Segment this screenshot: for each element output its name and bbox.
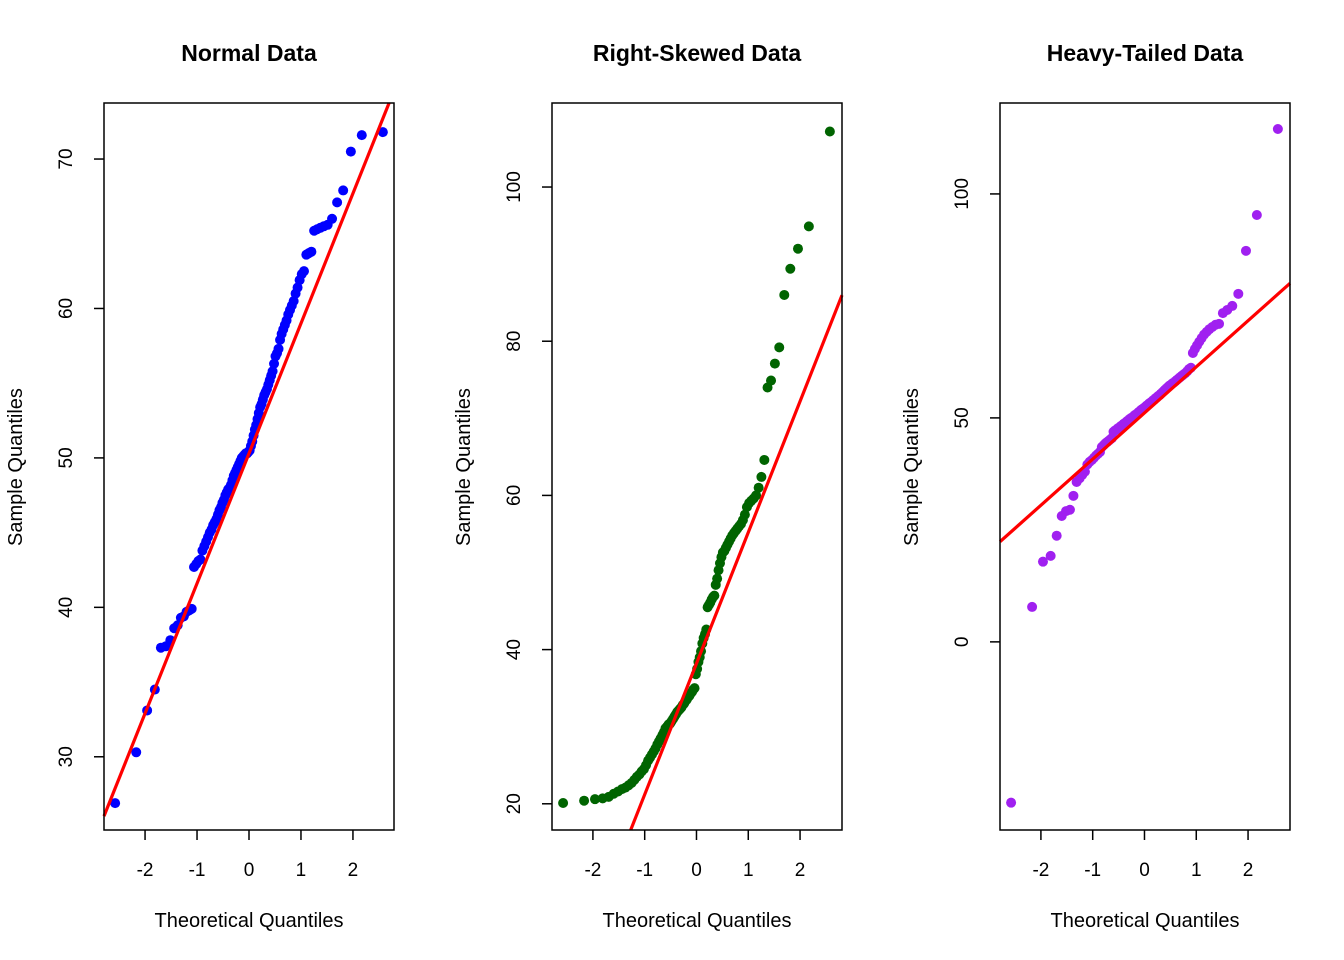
data-point xyxy=(1272,123,1283,134)
data-point xyxy=(131,747,142,758)
x-tick-label: -2 xyxy=(584,860,601,881)
data-point xyxy=(824,126,835,137)
data-point xyxy=(288,296,299,307)
x-tick-label: 2 xyxy=(348,860,359,881)
data-point xyxy=(803,221,814,232)
data-point xyxy=(306,246,317,257)
plot-frame xyxy=(551,102,843,831)
data-point xyxy=(759,454,770,465)
x-axis-label: Theoretical Quantiles xyxy=(1051,910,1240,932)
x-tick-label: 2 xyxy=(795,860,806,881)
y-tick-label: 50 xyxy=(56,447,77,468)
data-point xyxy=(1064,504,1075,515)
y-tick-label: 70 xyxy=(56,148,77,169)
data-point xyxy=(1006,797,1017,808)
y-tick-label: 30 xyxy=(56,746,77,767)
data-points xyxy=(558,126,835,809)
x-tick-label: -1 xyxy=(636,860,653,881)
data-point xyxy=(110,798,121,809)
reference-line xyxy=(102,102,391,817)
data-point xyxy=(267,366,278,377)
data-point xyxy=(751,490,762,501)
x-tick-label: -1 xyxy=(189,860,206,881)
y-axis-label: Sample Quantiles xyxy=(5,388,27,546)
plot-frame xyxy=(999,102,1291,831)
data-point xyxy=(1068,490,1079,501)
data-point xyxy=(1214,318,1225,329)
data-point xyxy=(345,146,356,157)
plot-frame xyxy=(103,102,395,831)
data-point xyxy=(1227,300,1238,311)
x-tick-label: -1 xyxy=(1084,860,1101,881)
y-tick-label: 40 xyxy=(56,597,77,618)
data-point xyxy=(338,185,349,196)
data-point xyxy=(298,266,309,277)
qq-panel-1: Normal Data Theoretical Quantiles Sample Q… xyxy=(5,40,395,932)
data-point xyxy=(785,263,796,274)
data-point xyxy=(769,358,780,369)
y-tick-label: 100 xyxy=(504,171,525,203)
y-tick-label: 40 xyxy=(504,639,525,660)
y-tick-label: 100 xyxy=(952,178,973,210)
data-point xyxy=(195,554,206,565)
chart-title: Right-Skewed Data xyxy=(593,40,802,66)
x-tick-label: -2 xyxy=(137,860,154,881)
data-point xyxy=(1240,245,1251,256)
data-point xyxy=(377,127,388,138)
data-point xyxy=(332,197,343,208)
y-tick-label: 80 xyxy=(504,331,525,352)
x-tick-label: 1 xyxy=(743,860,754,881)
data-point xyxy=(739,509,750,520)
data-point xyxy=(756,471,767,482)
data-point xyxy=(712,573,723,584)
x-tick-label: 0 xyxy=(244,860,255,881)
y-tick-label: 60 xyxy=(504,485,525,506)
data-point xyxy=(689,683,700,694)
x-tick-label: -2 xyxy=(1032,860,1049,881)
chart-title: Heavy-Tailed Data xyxy=(1047,40,1244,66)
data-point xyxy=(558,798,569,809)
data-point xyxy=(1051,530,1062,541)
y-tick-label: 50 xyxy=(952,407,973,428)
x-tick-label: 1 xyxy=(1191,860,1202,881)
x-tick-label: 2 xyxy=(1243,860,1254,881)
data-point xyxy=(1045,550,1056,561)
x-axis-label: Theoretical Quantiles xyxy=(603,910,792,932)
qq-panel-3: Heavy-Tailed Data Theoretical Quantiles Sa… xyxy=(901,40,1292,932)
y-tick-label: 0 xyxy=(952,637,973,648)
reference-line xyxy=(629,294,844,831)
data-point xyxy=(579,795,590,806)
data-point xyxy=(269,358,280,369)
data-point xyxy=(766,375,777,386)
qq-panel-2: Right-Skewed Data Theoretical Quantiles Sa… xyxy=(453,40,844,932)
chart-title: Normal Data xyxy=(181,40,317,66)
x-tick-label: 0 xyxy=(1139,860,1150,881)
data-point xyxy=(1233,288,1244,299)
data-points xyxy=(110,127,388,809)
data-point xyxy=(1037,556,1048,567)
data-point xyxy=(1027,601,1038,612)
y-tick-label: 60 xyxy=(56,298,77,319)
x-axis-label: Theoretical Quantiles xyxy=(155,910,344,932)
data-point xyxy=(327,213,338,224)
data-point xyxy=(753,482,764,493)
x-tick-label: 1 xyxy=(296,860,307,881)
data-points xyxy=(1006,123,1283,808)
data-point xyxy=(709,590,720,601)
data-point xyxy=(273,343,284,354)
data-point xyxy=(779,289,790,300)
y-axis-label: Sample Quantiles xyxy=(453,388,475,546)
data-point xyxy=(589,794,600,805)
data-point xyxy=(792,243,803,254)
data-point xyxy=(774,342,785,353)
reference-line xyxy=(998,282,1292,543)
x-tick-label: 0 xyxy=(691,860,702,881)
data-point xyxy=(1251,209,1262,220)
y-tick-label: 20 xyxy=(504,793,525,814)
data-point xyxy=(356,130,367,141)
y-axis-label: Sample Quantiles xyxy=(901,388,923,546)
